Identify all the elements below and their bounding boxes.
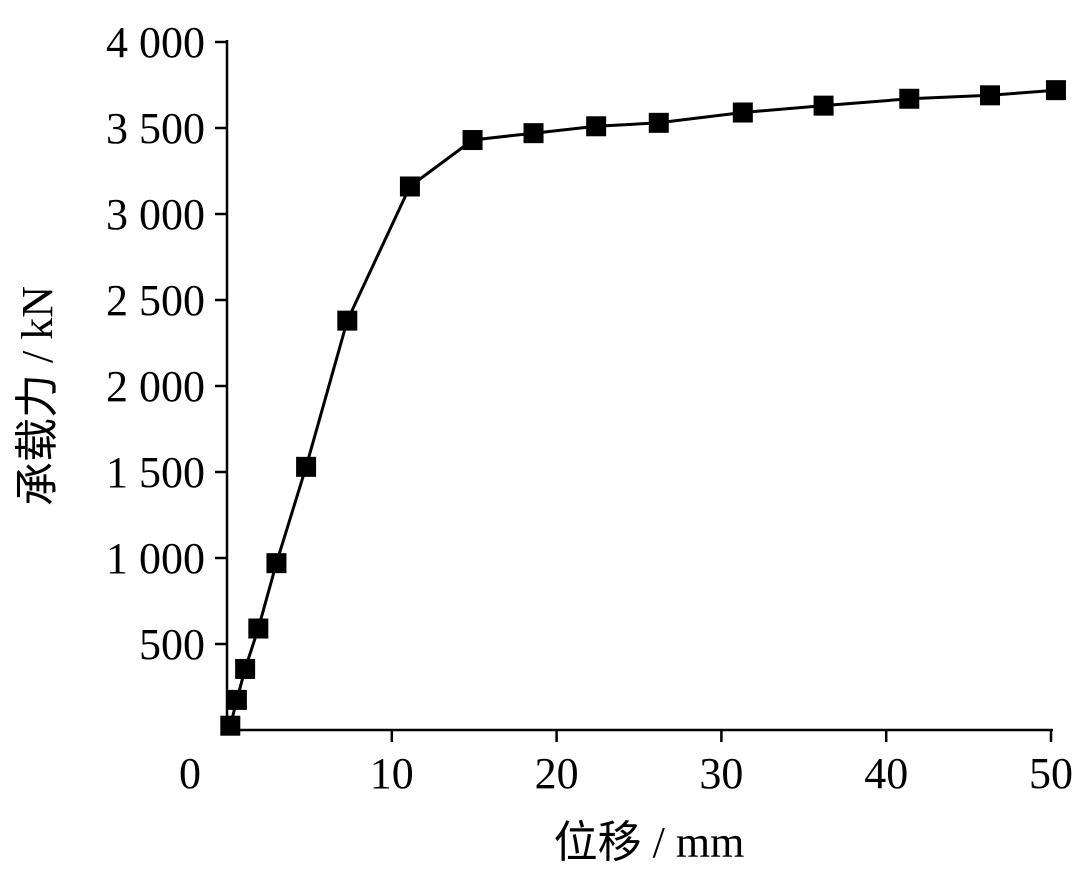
data-point-marker — [648, 112, 669, 133]
x-tick-label: 20 — [535, 749, 579, 798]
data-point-marker — [296, 456, 317, 477]
data-point-marker — [248, 618, 269, 639]
data-point-marker — [523, 123, 544, 144]
data-point-marker — [732, 102, 753, 123]
x-tick-label: 10 — [370, 749, 414, 798]
data-point-marker — [266, 553, 287, 574]
data-point-marker — [980, 85, 1001, 106]
data-point-marker — [813, 95, 834, 116]
origin-tick-label: 0 — [179, 749, 201, 798]
data-point-marker — [586, 116, 607, 137]
series-line — [228, 88, 1057, 727]
data-point-marker — [399, 176, 420, 197]
y-tick-label: 3 000 — [106, 190, 205, 239]
x-tick-label: 40 — [864, 749, 908, 798]
y-tick-label: 1 500 — [106, 448, 205, 497]
axes — [225, 40, 1053, 732]
x-tick-label: 30 — [699, 749, 743, 798]
y-axis-title: 承载力 / kN — [13, 286, 62, 506]
x-tick-label: 50 — [1029, 749, 1073, 798]
y-tick-label: 2 500 — [106, 276, 205, 325]
data-point-marker — [462, 130, 483, 151]
y-tick-label: 500 — [139, 620, 205, 669]
y-tick-label: 1 000 — [106, 534, 205, 583]
x-axis-title: 位移 / mm — [554, 818, 745, 867]
series — [220, 80, 1066, 736]
data-point-marker — [1045, 80, 1066, 101]
data-point-marker — [899, 88, 920, 109]
y-tick-label: 3 500 — [106, 104, 205, 153]
y-tick-label: 2 000 — [106, 362, 205, 411]
data-point-marker — [235, 658, 256, 679]
y-tick-label: 4 000 — [106, 18, 205, 67]
data-point-marker — [220, 715, 241, 736]
data-point-marker — [226, 689, 247, 710]
data-point-marker — [337, 310, 358, 331]
